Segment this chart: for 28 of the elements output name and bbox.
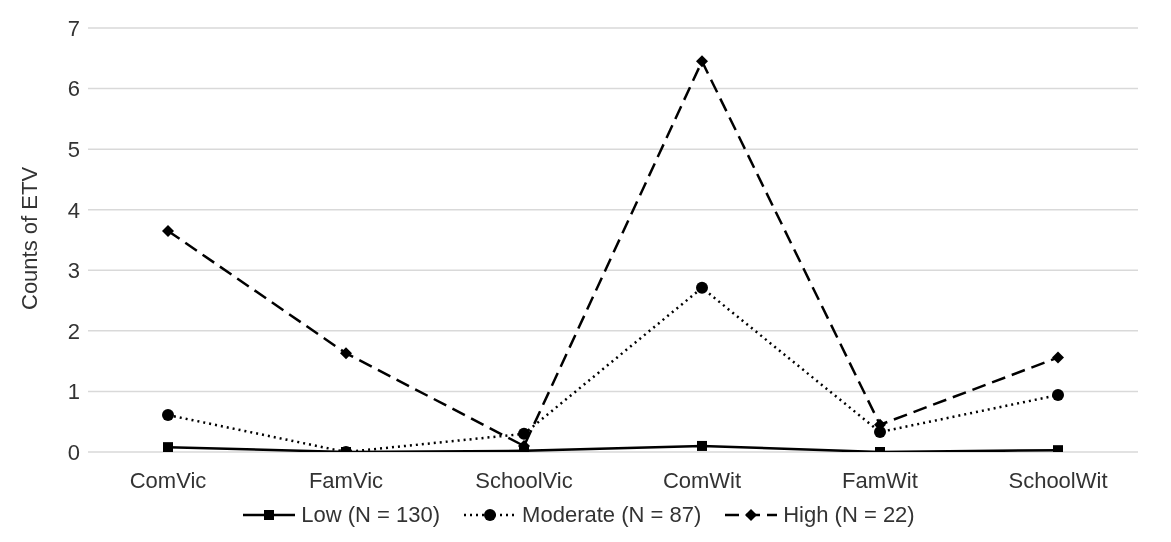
x-tick-label: FamVic: [308, 467, 384, 493]
point: [340, 347, 352, 360]
point: [697, 440, 707, 451]
y-tick-label: 0: [67, 439, 80, 465]
legend-label: High (N = 22): [783, 502, 915, 528]
x-tick-label: ComVic: [129, 467, 207, 493]
y-tick-label: 4: [67, 197, 80, 223]
point: [696, 55, 708, 68]
point: [696, 281, 708, 294]
y-tick-label: 5: [67, 136, 80, 162]
y-axis-title: Counts of ETV: [16, 166, 42, 310]
point: [1052, 351, 1064, 364]
x-tick-label: SchoolWit: [1008, 467, 1108, 493]
legend-label: Low (N = 130): [301, 502, 441, 528]
point: [163, 442, 173, 452]
x-tick-label: ComWit: [662, 467, 742, 493]
legend-label: Moderate (N = 87): [522, 502, 702, 528]
y-tick-label: 1: [67, 379, 80, 405]
x-tick-label: FamWit: [842, 467, 918, 493]
point: [162, 224, 174, 237]
y-tick-label: 7: [67, 15, 80, 41]
y-tick-label: 6: [67, 76, 80, 102]
point: [518, 427, 530, 440]
x-tick-label: SchoolVic: [475, 467, 573, 493]
y-tick-label: 2: [67, 318, 80, 344]
point: [1052, 389, 1064, 402]
point: [162, 409, 174, 422]
y-tick-label: 3: [67, 258, 80, 284]
